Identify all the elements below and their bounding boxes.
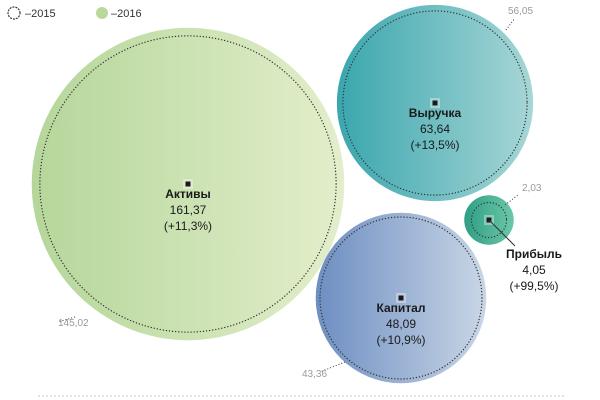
bubble-capital: Капитал 48,09 (+10,9%) 43,36: [302, 212, 487, 384]
bubble-capital-change: (+10,9%): [376, 333, 425, 347]
legend-2015-label: –2015: [25, 8, 56, 20]
legend-2016-label: –2016: [111, 8, 142, 20]
bubble-profit-label-leader: [488, 219, 516, 247]
bubble-assets-2015-outline: [39, 35, 337, 333]
bubble-revenue: Выручка 63,64 (+13,5%) 56,05: [336, 4, 533, 202]
legend-2015-swatch: [7, 6, 21, 20]
bubble-capital-center-marker: [398, 295, 404, 301]
bubble-revenue-2015-leader: [505, 17, 516, 31]
bubble-assets-value-2016: 161,37: [170, 203, 207, 217]
bubble-revenue-change: (+13,5%): [410, 138, 459, 152]
bubble-revenue-label: Выручка: [409, 106, 462, 120]
bubble-revenue-value-2016: 63,64: [420, 122, 450, 136]
bubble-revenue-2015-outline: [342, 10, 528, 196]
bubble-capital-value-2016: 48,09: [386, 317, 416, 331]
legend: –2015 –2016: [7, 6, 142, 20]
bubble-profit-value-2016: 4,05: [522, 263, 546, 277]
bubble-revenue-center-marker: [432, 100, 438, 106]
bubble-assets-value-2015: 145,02: [58, 318, 89, 329]
bubble-profit-label: Прибыль: [506, 247, 562, 261]
bubbles: Активы 161,37 (+11,3%) 145,02 Выручка 63,64 (+…: [31, 4, 562, 384]
bubble-profit: Прибыль 4,05 (+99,5%) 2,03: [464, 183, 562, 293]
bubble-assets-center-marker: [185, 181, 191, 187]
bubble-capital-label: Капитал: [377, 301, 426, 315]
bubble-profit-value-2015: 2,03: [522, 183, 542, 194]
bubble-capital-value-2015: 43,36: [302, 369, 327, 380]
bubble-assets: Активы 161,37 (+11,3%) 145,02: [31, 27, 345, 341]
bubble-profit-change: (+99,5%): [509, 279, 558, 293]
legend-2016-swatch: [96, 7, 108, 19]
bubble-assets-label: Активы: [165, 187, 211, 201]
bubble-profit-2015-outline: [470, 201, 508, 239]
bubble-capital-2015-outline: [319, 216, 483, 380]
bubble-revenue-value-2015: 56,05: [508, 6, 533, 17]
bubble-assets-change: (+11,3%): [164, 219, 212, 233]
